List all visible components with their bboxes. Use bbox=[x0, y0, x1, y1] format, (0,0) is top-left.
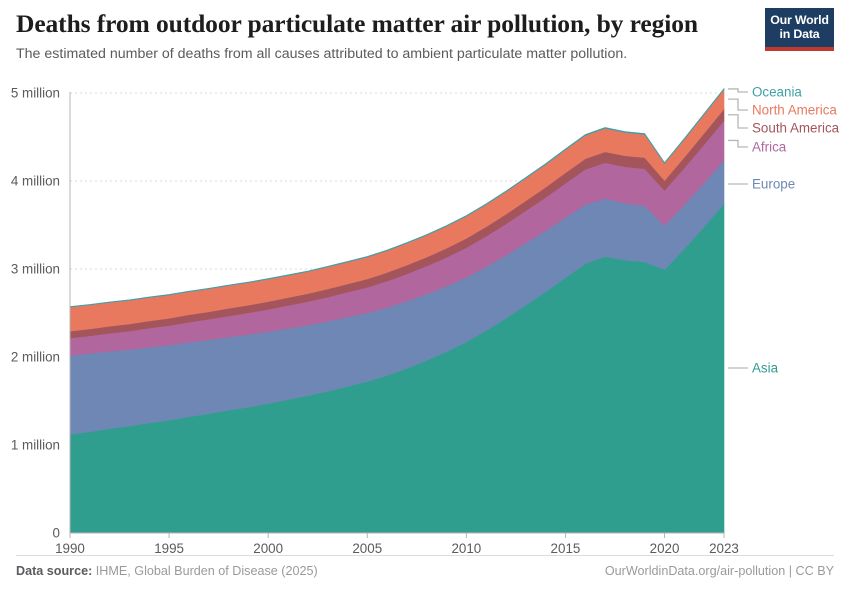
data-source: Data source: IHME, Global Burden of Dise… bbox=[16, 564, 318, 579]
owid-logo[interactable]: Our World in Data bbox=[765, 8, 834, 51]
legend-label-europe[interactable]: Europe bbox=[752, 177, 795, 192]
x-tick-label: 2000 bbox=[253, 541, 283, 556]
area-series-oceania[interactable] bbox=[69, 87, 725, 308]
page-subtitle: The estimated number of deaths from all … bbox=[16, 45, 628, 62]
legend-connector-north-america bbox=[728, 98, 748, 111]
y-tick-label: 5 million bbox=[11, 86, 60, 101]
owid-logo-line1: Our World bbox=[770, 13, 829, 28]
legend-label-south-america[interactable]: South America bbox=[752, 121, 840, 136]
y-tick-label: 0 bbox=[53, 526, 60, 541]
x-tick-label: 1995 bbox=[154, 541, 184, 556]
legend-label-africa[interactable]: Africa bbox=[752, 140, 787, 155]
attribution[interactable]: OurWorldinData.org/air-pollution | CC BY bbox=[604, 564, 834, 578]
owid-logo-line2: in Data bbox=[779, 26, 820, 41]
legend-connector-africa bbox=[728, 139, 748, 148]
x-tick-label: 2020 bbox=[650, 541, 680, 556]
data-source-value: IHME, Global Burden of Disease (2025) bbox=[95, 564, 318, 578]
page-title: Deaths from outdoor particulate matter a… bbox=[16, 9, 698, 38]
y-tick-label: 4 million bbox=[11, 174, 60, 189]
chart-header: Deaths from outdoor particulate matter a… bbox=[16, 9, 836, 63]
x-tick-label: 1990 bbox=[55, 541, 85, 556]
footer-divider bbox=[16, 555, 834, 556]
legend-connector-south-america bbox=[728, 114, 748, 129]
legend-label-oceania[interactable]: Oceania bbox=[752, 85, 802, 100]
x-tick-label: 2023 bbox=[709, 541, 739, 556]
legend-connector-oceania bbox=[728, 88, 748, 93]
legend-label-north-america[interactable]: North America bbox=[752, 103, 837, 118]
y-tick-label: 3 million bbox=[11, 262, 60, 277]
x-tick-label: 2005 bbox=[352, 541, 382, 556]
data-source-label: Data source: bbox=[16, 564, 93, 578]
x-tick-label: 2015 bbox=[551, 541, 581, 556]
y-tick-label: 1 million bbox=[11, 438, 60, 453]
y-tick-label: 2 million bbox=[11, 350, 60, 365]
x-tick-label: 2010 bbox=[451, 541, 481, 556]
legend-label-asia[interactable]: Asia bbox=[752, 361, 779, 376]
